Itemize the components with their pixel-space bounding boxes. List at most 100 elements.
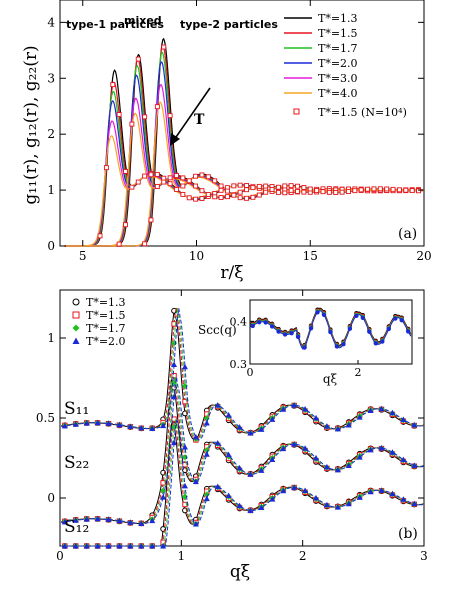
marker — [203, 447, 210, 454]
curve-s1-T*=2.0 — [61, 377, 425, 524]
curve-s2-T*=1.5 — [61, 418, 425, 547]
marker-g22 — [409, 188, 415, 194]
marker-g22 — [186, 178, 192, 184]
marker — [302, 406, 309, 412]
curve-g12-T*=2.0 — [64, 74, 424, 247]
curve-g22-T*=1.3 — [64, 37, 424, 247]
marker — [291, 402, 298, 408]
marker-g22 — [237, 195, 243, 201]
marker-g12 — [301, 189, 307, 195]
temperature-arrowhead — [170, 133, 180, 146]
marker-g22 — [390, 186, 396, 192]
marker — [214, 483, 221, 490]
marker-g12 — [199, 188, 205, 194]
marker — [302, 445, 309, 451]
marker-g12 — [295, 189, 300, 194]
marker-g12 — [193, 183, 199, 189]
panel-a-ticks: 5 10 15 20 0 1 2 3 4 — [47, 0, 432, 263]
inset-marker — [360, 315, 366, 320]
marker-g22 — [167, 113, 173, 119]
marker — [258, 504, 265, 511]
marker-g11 — [129, 184, 135, 190]
marker-g22 — [142, 241, 148, 247]
legend-entry: T*=4.0 — [318, 87, 358, 100]
marker — [182, 398, 188, 405]
marker — [280, 487, 287, 494]
y-tick-label: 0 — [47, 491, 55, 505]
marker — [334, 466, 341, 473]
marker-g22 — [346, 189, 351, 194]
marker — [389, 409, 396, 416]
annotation-arrow: T — [194, 112, 205, 128]
marker — [280, 406, 287, 412]
inset: 0 2 0.3 0.4 Scc(q) qξ — [198, 299, 413, 386]
marker — [247, 507, 254, 513]
marker — [378, 445, 385, 451]
marker-g11 — [135, 179, 141, 185]
inset-marker — [263, 320, 268, 325]
marker — [171, 321, 177, 327]
marker-g22 — [314, 188, 320, 193]
marker-g12 — [180, 175, 186, 181]
panel-a-xlabel: r/ξ — [220, 263, 243, 283]
inset-ylabel: Scc(q) — [198, 323, 237, 337]
marker — [400, 456, 407, 463]
marker — [61, 518, 68, 525]
marker-g22 — [288, 183, 294, 189]
y-tick-label: 0.5 — [36, 411, 55, 425]
marker-g11 — [174, 187, 179, 192]
marker — [61, 422, 68, 429]
marker-g22 — [371, 186, 377, 192]
inset-marker — [256, 320, 262, 325]
marker — [225, 492, 232, 498]
marker — [367, 488, 374, 495]
marker-g22 — [263, 189, 269, 195]
marker — [83, 516, 90, 522]
marker-g22 — [377, 186, 383, 192]
marker-g11 — [231, 183, 237, 189]
panel-a-ylabel: g₁₁(r), g₁₂(r), g₂₂(r) — [21, 45, 41, 204]
marker — [83, 420, 90, 426]
marker-g22 — [161, 44, 167, 50]
marker — [203, 495, 210, 502]
marker — [203, 491, 210, 498]
marker-g22 — [224, 188, 230, 194]
legend-entry: T*=1.5 — [86, 309, 126, 322]
panel-b-legend: T*=1.3T*=1.5T*=1.7T*=2.0 — [72, 296, 126, 348]
marker — [138, 543, 145, 549]
legend-marker — [72, 311, 80, 319]
inset-marker — [308, 326, 314, 331]
marker — [94, 515, 101, 522]
marker-g22 — [301, 184, 307, 190]
marker — [105, 543, 112, 549]
marker — [356, 414, 363, 420]
marker-g22 — [256, 192, 262, 198]
inset-marker — [328, 329, 333, 335]
marker-g22 — [365, 186, 371, 192]
marker — [236, 424, 243, 430]
marker — [182, 501, 188, 508]
inset-marker — [289, 330, 294, 336]
marker — [94, 543, 101, 549]
marker — [247, 471, 254, 477]
marker — [171, 416, 177, 422]
legend-marker — [72, 337, 80, 344]
marker-g12 — [123, 222, 128, 228]
legend-entry: T*=1.7 — [318, 42, 358, 55]
marker — [105, 516, 112, 522]
marker — [214, 440, 221, 446]
marker — [313, 454, 320, 461]
panel-b-xlabel: qξ — [230, 562, 250, 582]
inset-marker — [354, 313, 359, 318]
marker — [236, 464, 243, 471]
marker — [127, 423, 134, 429]
marker-g12 — [237, 189, 243, 195]
curve-s2-T*=2.0 — [61, 419, 424, 547]
marker-g11 — [199, 196, 205, 202]
marker-g11 — [116, 112, 122, 118]
marker-g12 — [167, 175, 173, 181]
marker — [334, 504, 341, 510]
marker — [182, 462, 188, 468]
